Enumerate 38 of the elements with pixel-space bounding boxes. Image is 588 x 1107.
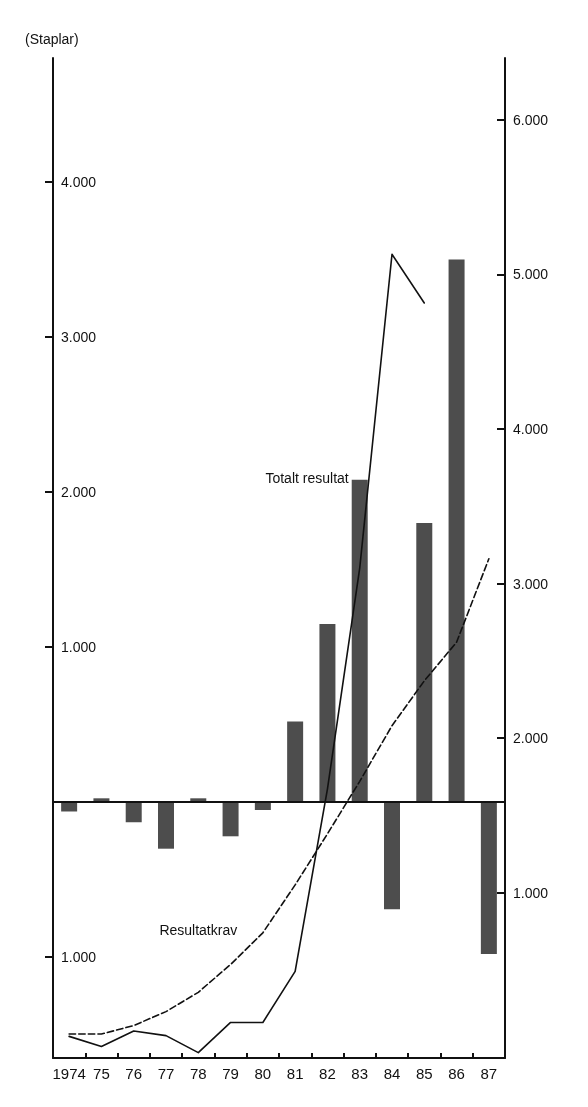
series-label: Totalt resultat xyxy=(265,470,349,487)
bar xyxy=(416,523,433,803)
y-tick-label: 1.000 xyxy=(61,949,97,966)
x-tick-label: 83 xyxy=(351,1065,369,1082)
y2-tick-label: 6.000 xyxy=(513,111,549,128)
bar xyxy=(384,802,400,910)
series-label: Resultatkrav xyxy=(159,922,238,939)
x-tick-label: 79 xyxy=(222,1065,239,1082)
y-tick-label: 2.000 xyxy=(61,484,97,501)
x-tick-label: 77 xyxy=(157,1065,175,1082)
bar xyxy=(480,802,497,955)
y2-tick-label: 1.000 xyxy=(513,884,549,901)
x-tick-label: 85 xyxy=(415,1065,433,1082)
bar xyxy=(319,623,336,803)
y-tick-label: 1.000 xyxy=(61,639,97,656)
y2-tick-label: 4.000 xyxy=(513,420,549,437)
y-tick-label: 4.000 xyxy=(61,174,97,191)
y2-tick-label: 5.000 xyxy=(513,266,549,283)
x-tick-label: 78 xyxy=(189,1065,207,1082)
y2-tick-label: 3.000 xyxy=(513,575,549,592)
x-tick-label: 80 xyxy=(254,1065,272,1082)
y-axis-title: (Staplar) xyxy=(25,31,79,47)
x-tick-label: 84 xyxy=(383,1065,401,1082)
bar xyxy=(158,802,174,849)
x-tick-label: 82 xyxy=(319,1065,336,1082)
x-tick-label: 75 xyxy=(93,1065,110,1082)
x-tick-label: 86 xyxy=(448,1065,465,1082)
x-tick-label: 81 xyxy=(286,1065,304,1082)
bar xyxy=(222,802,239,837)
bar xyxy=(125,802,142,823)
y-tick-label: 3.000 xyxy=(61,329,97,346)
bar xyxy=(448,259,465,803)
y2-tick-label: 2.000 xyxy=(513,730,549,747)
bar xyxy=(287,721,304,803)
x-tick-label: 1974 xyxy=(52,1065,86,1082)
x-tick-label: 76 xyxy=(125,1065,143,1082)
bar xyxy=(351,479,368,803)
x-tick-label: 87 xyxy=(480,1065,498,1082)
